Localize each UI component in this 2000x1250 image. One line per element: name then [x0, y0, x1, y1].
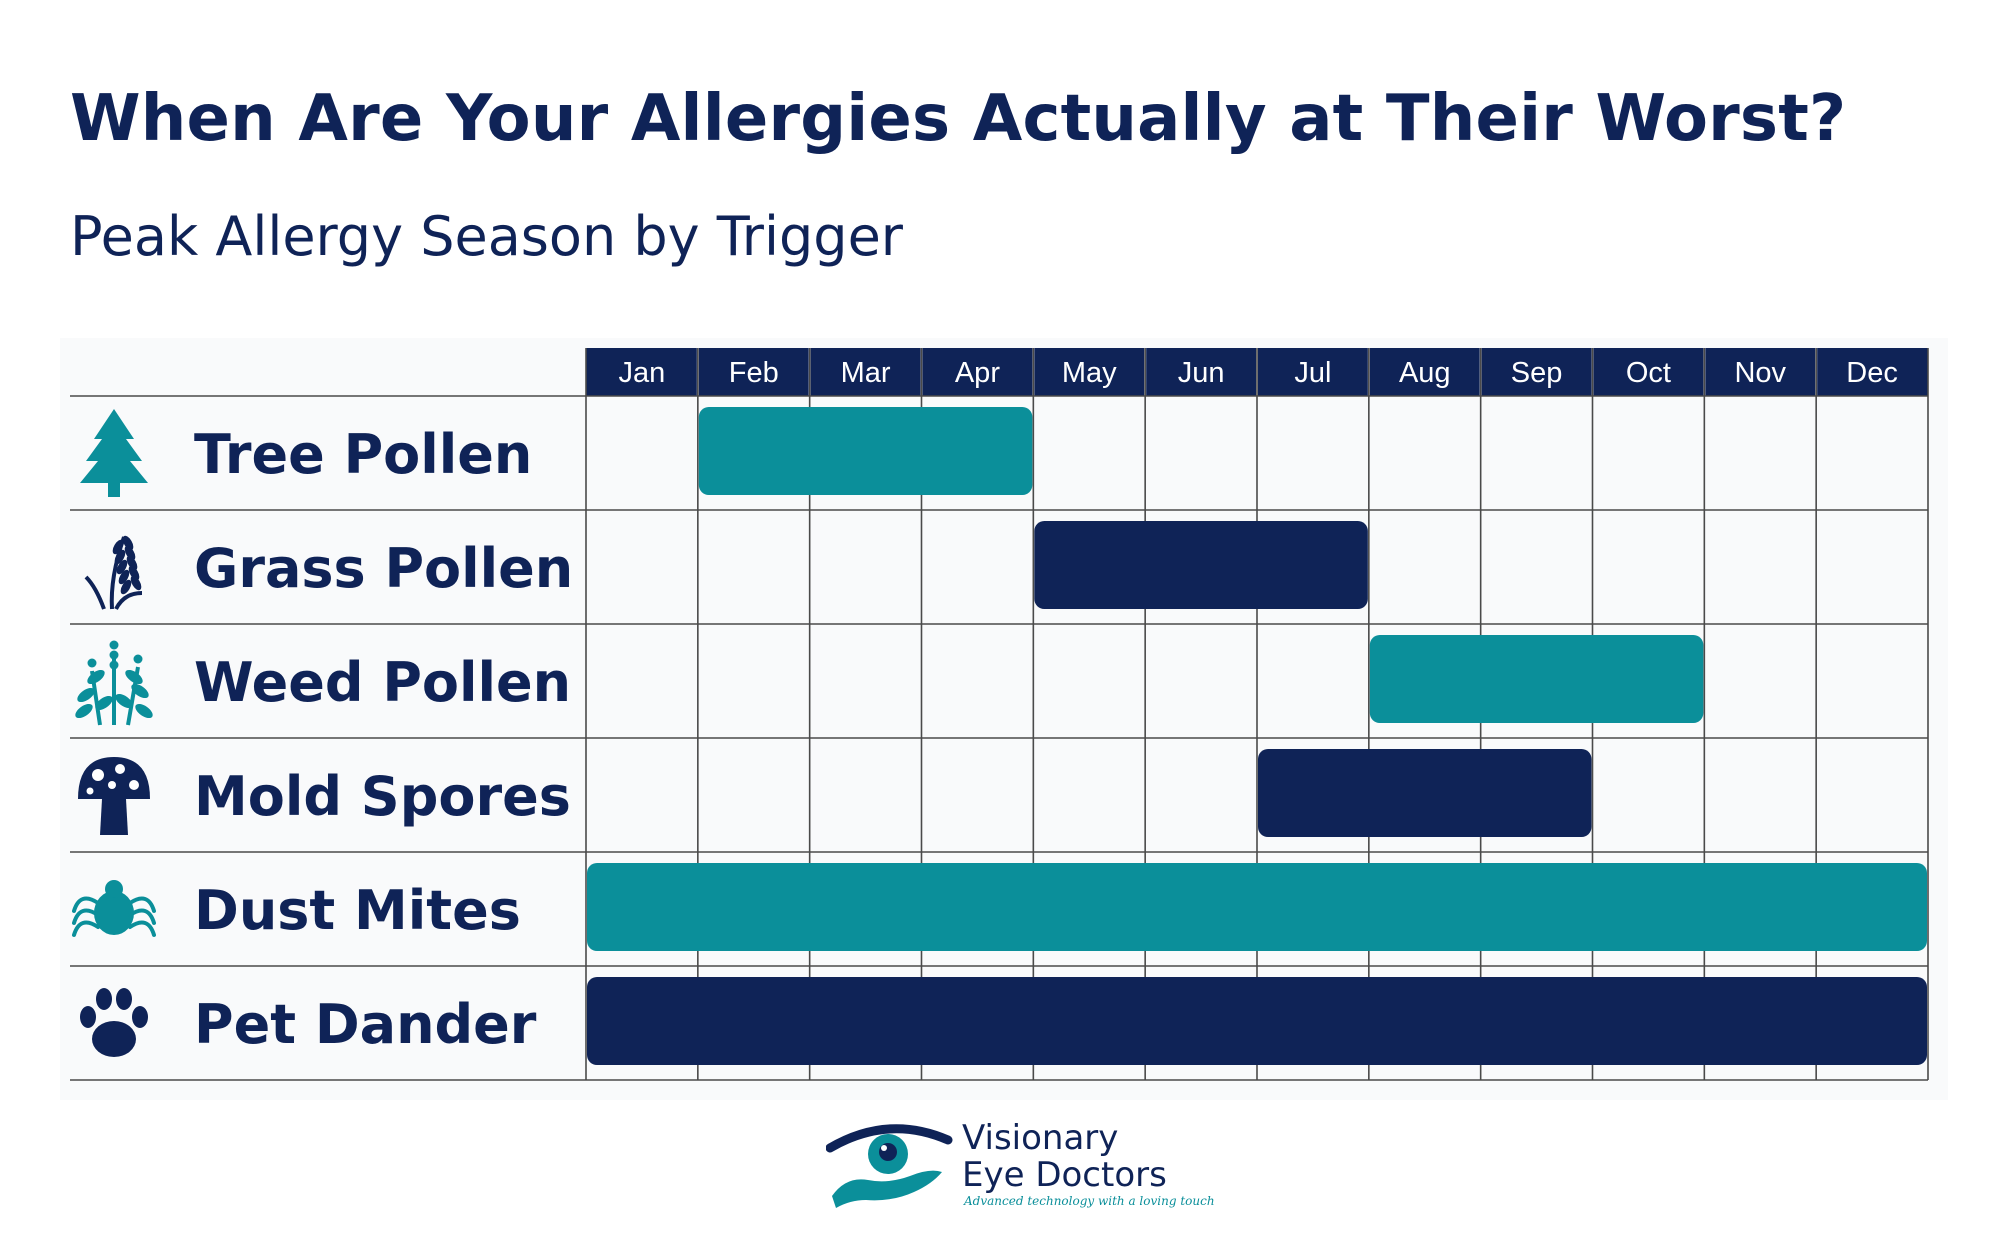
month-label-oct: Oct [1626, 357, 1671, 389]
month-label-feb: Feb [729, 357, 779, 389]
season-bar-dust-mites [587, 863, 1927, 951]
month-label-may: May [1062, 357, 1117, 389]
eye-hand-logo-icon [826, 1124, 953, 1208]
season-bar-tree-pollen [698, 407, 1033, 495]
row-label: Grass Pollen [194, 537, 573, 600]
month-label-sep: Sep [1511, 357, 1563, 389]
row-label: Dust Mites [194, 879, 521, 942]
season-bar-weed-pollen [1369, 635, 1704, 723]
season-bar-grass-pollen [1034, 521, 1368, 609]
row-label: Mold Spores [194, 765, 571, 828]
month-label-dec: Dec [1846, 357, 1898, 389]
season-bar-mold-spores [1258, 749, 1592, 837]
mushroom-icon [78, 757, 150, 835]
logo-line1: Visionary [962, 1118, 1119, 1158]
visionary-eye-doctors-logo: Visionary Eye Doctors Advanced technolog… [826, 1118, 1215, 1210]
month-label-mar: Mar [841, 357, 891, 389]
chart-subtitle: Peak Allergy Season by Trigger [70, 205, 903, 268]
logo-line2: Eye Doctors [962, 1155, 1167, 1195]
grass-icon [84, 535, 143, 610]
row-label: Weed Pollen [194, 651, 571, 714]
logo-tagline: Advanced technology with a loving touch [964, 1194, 1215, 1208]
month-label-jul: Jul [1294, 357, 1331, 389]
allergy-season-chart: Jan Feb Mar Apr May Jun Jul Aug Sep Oct Nov Dec Tree… [70, 348, 1929, 1081]
tree-icon [80, 409, 148, 497]
month-label-jan: Jan [619, 357, 666, 389]
month-label-apr: Apr [955, 357, 1000, 389]
weed-icon [75, 640, 153, 726]
row-label: Tree Pollen [194, 423, 532, 486]
month-label-nov: Nov [1734, 357, 1786, 389]
month-label-jun: Jun [1178, 357, 1225, 389]
chart-title: When Are Your Allergies Actually at Thei… [70, 82, 1847, 156]
paw-icon [80, 988, 148, 1057]
mite-icon [72, 880, 156, 937]
row-label: Pet Dander [194, 993, 537, 1056]
season-bar-pet-dander [587, 977, 1927, 1065]
month-label-aug: Aug [1399, 357, 1451, 389]
